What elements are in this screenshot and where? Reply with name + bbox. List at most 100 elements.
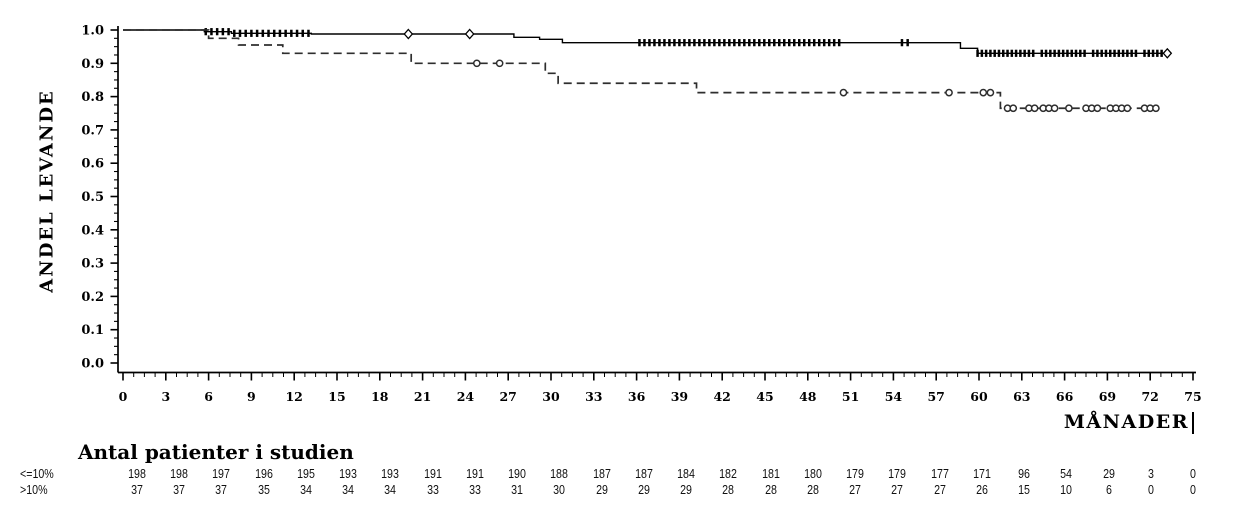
risk-count-cell: 34 bbox=[342, 482, 355, 497]
risk-count-cell: 27 bbox=[933, 482, 946, 497]
risk-count-cell: 195 bbox=[297, 466, 315, 481]
risk-count-cell: 179 bbox=[846, 466, 864, 481]
risk-count-cell: 179 bbox=[888, 466, 907, 481]
censor-circle-mark bbox=[1009, 104, 1018, 113]
x-tick-label: 6 bbox=[204, 389, 213, 404]
x-tick-label: 51 bbox=[842, 389, 859, 404]
censor-circle-mark bbox=[945, 88, 953, 97]
y-tick-label: 0.3 bbox=[81, 257, 104, 272]
risk-count-cell: 198 bbox=[128, 466, 146, 481]
censor-circle-mark bbox=[1152, 104, 1160, 113]
x-tick-label: 30 bbox=[542, 389, 560, 404]
risk-row-label: >10% bbox=[20, 482, 48, 497]
censor-diamond-mark bbox=[464, 28, 475, 40]
y-tick-label: 0.8 bbox=[81, 90, 104, 105]
risk-count-cell: 0 bbox=[1190, 466, 1196, 481]
x-tick-label: 45 bbox=[756, 389, 773, 404]
risk-count-cell: 31 bbox=[511, 482, 524, 497]
risk-count-cell: 26 bbox=[975, 482, 988, 497]
x-axis-title-row: MÅNADER bbox=[0, 411, 1189, 433]
y-tick-label: 1.0 bbox=[81, 24, 104, 39]
risk-count-cell: 54 bbox=[1060, 466, 1073, 481]
x-tick-label: 66 bbox=[1056, 389, 1074, 404]
censor-circle-mark bbox=[1065, 104, 1073, 113]
censor-circle-mark bbox=[1030, 104, 1039, 113]
risk-count-cell: 197 bbox=[212, 466, 231, 481]
risk-count-cell: 28 bbox=[806, 482, 819, 497]
risk-count-cell: 29 bbox=[595, 482, 608, 497]
x-tick-label: 12 bbox=[285, 389, 302, 404]
risk-count-cell: 191 bbox=[423, 466, 442, 481]
risk-count-cell: 181 bbox=[761, 466, 780, 481]
risk-count-cell: 193 bbox=[339, 466, 358, 481]
y-tick-label: 0.2 bbox=[81, 290, 104, 305]
x-tick-label: 63 bbox=[1013, 389, 1030, 404]
x-tick-label: 18 bbox=[371, 389, 389, 404]
x-tick-label: 75 bbox=[1184, 389, 1201, 404]
censor-circle-mark bbox=[839, 88, 848, 97]
risk-table-title: Antal patienter i studien bbox=[78, 440, 354, 464]
risk-count-cell: 3 bbox=[1147, 466, 1154, 481]
x-tick-label: 15 bbox=[328, 389, 345, 404]
risk-count-cell: 96 bbox=[1018, 466, 1030, 481]
risk-count-cell: 29 bbox=[1102, 466, 1115, 481]
x-tick-label: 27 bbox=[499, 389, 516, 404]
x-tick-label: 21 bbox=[414, 389, 431, 404]
y-tick-label: 0.6 bbox=[81, 157, 104, 172]
risk-count-cell: 35 bbox=[257, 482, 270, 497]
x-tick-label: 0 bbox=[119, 389, 128, 404]
y-tick-label: 0.9 bbox=[81, 57, 104, 72]
risk-count-cell: 29 bbox=[637, 482, 650, 497]
risk-count-cell: 30 bbox=[553, 482, 566, 497]
risk-count-cell: 182 bbox=[719, 466, 738, 481]
y-tick-label: 0.4 bbox=[81, 223, 104, 238]
x-tick-label: 54 bbox=[885, 389, 903, 404]
risk-count-cell: 187 bbox=[634, 466, 653, 481]
risk-count-cell: 180 bbox=[803, 466, 822, 481]
y-tick-label: 0.7 bbox=[81, 123, 104, 138]
y-tick-label: 0.5 bbox=[81, 190, 104, 205]
risk-count-cell: 193 bbox=[381, 466, 400, 481]
x-tick-label: 33 bbox=[585, 389, 602, 404]
risk-count-cell: 37 bbox=[173, 482, 186, 497]
risk-count-cell: 33 bbox=[426, 482, 439, 497]
risk-count-cell: 27 bbox=[891, 482, 904, 497]
censor-circle-mark bbox=[472, 59, 481, 68]
censor-circle-mark bbox=[979, 88, 988, 97]
risk-count-cell: 10 bbox=[1060, 482, 1073, 497]
risk-count-cell: 190 bbox=[508, 466, 527, 481]
x-tick-label: 42 bbox=[713, 389, 730, 404]
risk-count-cell: 37 bbox=[131, 482, 143, 497]
risk-count-cell: 34 bbox=[300, 482, 312, 497]
y-tick-label: 0.1 bbox=[81, 323, 104, 338]
censor-diamond-mark bbox=[1162, 47, 1173, 59]
x-tick-label: 60 bbox=[970, 389, 988, 404]
risk-count-cell: 0 bbox=[1147, 482, 1154, 497]
x-tick-label: 9 bbox=[247, 389, 256, 404]
x-tick-label: 36 bbox=[628, 389, 646, 404]
y-tick-label: 0.0 bbox=[81, 357, 104, 372]
risk-count-cell: 28 bbox=[764, 482, 777, 497]
risk-count-cell: 6 bbox=[1105, 482, 1112, 497]
x-tick-label: 48 bbox=[799, 389, 817, 404]
x-tick-label: 39 bbox=[671, 389, 688, 404]
risk-count-cell: 177 bbox=[930, 466, 949, 481]
survival-curve bbox=[123, 29, 1159, 110]
x-tick-label: 57 bbox=[927, 389, 944, 404]
risk-count-cell: 15 bbox=[1018, 482, 1030, 497]
x-tick-label: 24 bbox=[457, 389, 475, 404]
survival-curve bbox=[123, 29, 1171, 55]
x-tick-label: 3 bbox=[161, 389, 170, 404]
censor-diamond-mark bbox=[403, 28, 414, 40]
x-tick-label: 72 bbox=[1141, 389, 1158, 404]
risk-count-cell: 187 bbox=[592, 466, 611, 481]
text-cursor bbox=[1192, 412, 1194, 434]
risk-count-cell: 191 bbox=[466, 466, 484, 481]
risk-row-label: <=10% bbox=[20, 466, 54, 481]
risk-count-cell: 171 bbox=[972, 466, 991, 481]
risk-count-cell: 33 bbox=[468, 482, 481, 497]
risk-count-cell: 29 bbox=[680, 482, 693, 497]
censor-circle-mark bbox=[1123, 104, 1132, 113]
